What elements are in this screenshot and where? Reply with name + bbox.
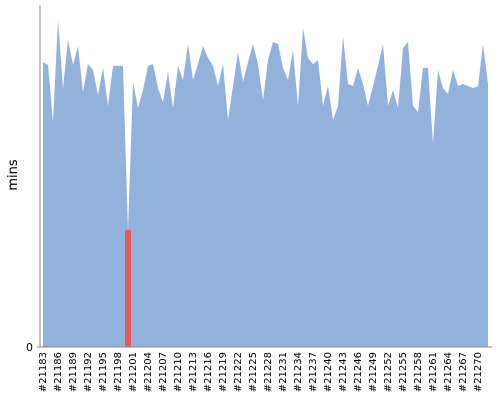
x-tick-label: #21210 xyxy=(173,352,184,392)
x-tick-label: #21198 xyxy=(113,352,124,392)
y-tick-label: 0 xyxy=(26,341,33,354)
x-tick-label: #21237 xyxy=(308,352,319,392)
x-tick-label: #21207 xyxy=(158,352,169,392)
x-tick-label: #21216 xyxy=(203,352,214,392)
x-tick-label: #21258 xyxy=(413,352,424,392)
x-tick-label: #21246 xyxy=(353,352,364,392)
x-tick-label: #21267 xyxy=(458,352,469,392)
x-tick-label: #21255 xyxy=(398,352,409,392)
x-tick-label: #21192 xyxy=(83,352,94,392)
x-tick-label: #21249 xyxy=(368,352,379,392)
x-tick-label: #21261 xyxy=(428,352,439,392)
x-tick-label: #21183 xyxy=(38,352,49,392)
x-tick-label: #21231 xyxy=(278,352,289,392)
area xyxy=(43,20,488,347)
x-tick-label: #21189 xyxy=(68,352,79,392)
x-tick-label: #21252 xyxy=(383,352,394,392)
y-axis-label: mins xyxy=(6,159,21,191)
failed-build xyxy=(125,230,131,347)
x-tick-label: #21204 xyxy=(143,352,154,392)
x-tick-label: #21201 xyxy=(128,352,139,392)
x-tick-label: #21219 xyxy=(218,352,229,392)
x-tick-label: #21243 xyxy=(338,352,349,392)
x-tick-label: #21234 xyxy=(293,352,304,392)
x-tick-label: #21222 xyxy=(233,352,244,392)
x-tick-label: #21195 xyxy=(98,352,109,392)
x-tick-label: #21225 xyxy=(248,352,259,392)
x-tick-label: #21270 xyxy=(473,352,484,392)
x-tick-label: #21264 xyxy=(443,352,454,392)
x-tick-label: #21213 xyxy=(188,352,199,392)
x-tick-label: #21240 xyxy=(323,352,334,392)
x-tick-label: #21186 xyxy=(53,352,64,392)
x-tick-label: #21228 xyxy=(263,352,274,392)
